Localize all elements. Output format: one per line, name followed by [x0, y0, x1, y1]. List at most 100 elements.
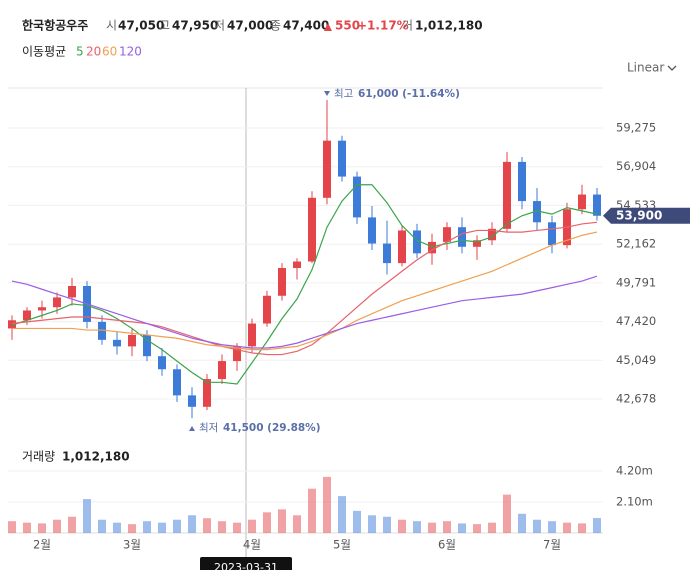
candle-body: [8, 320, 16, 329]
open: 47,050: [118, 19, 164, 33]
volume-bar: [203, 518, 211, 533]
x-tick-label: 6월: [438, 538, 456, 552]
close: 47,400: [283, 19, 329, 33]
volume-bar: [593, 518, 601, 533]
volume-bar: [173, 519, 181, 533]
volume-bar: [518, 513, 526, 533]
candle-body: [23, 310, 31, 321]
candle-body: [473, 240, 481, 247]
volume-bar: [278, 509, 286, 533]
volume-bar: [458, 523, 466, 533]
candle-body: [158, 356, 166, 370]
volume-bar: [158, 522, 166, 533]
volume-bar: [8, 521, 16, 533]
change-pct: +1.17%: [357, 19, 409, 33]
volume-bar: [143, 521, 151, 533]
volume-bar: [23, 522, 31, 533]
high-annotation: 61,000 (-11.64%): [358, 88, 460, 100]
candle-body: [548, 222, 556, 246]
low-label: 저: [214, 19, 225, 33]
candle-body: [68, 285, 76, 298]
candle-body: [413, 230, 421, 254]
legend-entry: 120: [119, 45, 142, 59]
candle-body: [293, 261, 301, 269]
volume-bar: [83, 499, 91, 533]
volume-bar: [563, 522, 571, 533]
volume-bar: [488, 522, 496, 533]
volume-tick-label: 2.10m: [616, 494, 653, 508]
candle-body: [503, 161, 511, 229]
volume-bar: [473, 524, 481, 533]
ma-line: [11, 221, 598, 356]
low-annotation: 41,500 (29.88%): [223, 422, 321, 434]
high-label: 고: [159, 19, 170, 33]
candle-body: [98, 321, 106, 340]
low-annotation-label: 최저: [199, 422, 218, 434]
stock-name: 한국항공우주: [22, 18, 88, 33]
high-annotation-label: 최고: [334, 88, 354, 100]
candle-body: [338, 140, 346, 177]
candle-body: [368, 217, 376, 244]
x-tick-label: 3월: [123, 538, 141, 552]
candle-body: [173, 369, 181, 396]
candle-body: [443, 227, 451, 242]
close-label: 종: [270, 19, 281, 33]
legend-entry: 5: [76, 45, 84, 59]
low-marker: [189, 426, 195, 431]
scale-mode[interactable]: Linear: [627, 61, 664, 75]
volume-bar: [233, 522, 241, 533]
volume-tick-label: 4.20m: [616, 463, 653, 477]
candle-body: [128, 334, 136, 347]
candle-body: [518, 161, 526, 202]
candle-body: [593, 194, 601, 216]
y-tick-label: 47,420: [616, 314, 656, 328]
volume-bar: [503, 494, 511, 533]
x-tick-label: 4월: [243, 538, 261, 552]
volume-bar: [443, 521, 451, 533]
volume-bar: [38, 523, 46, 533]
high-marker: [324, 91, 330, 96]
volume-bar: [248, 519, 256, 533]
volume-bar: [383, 516, 391, 533]
volume-bar: [293, 515, 301, 533]
volume-bar: [353, 510, 361, 533]
legend-entry: 20: [86, 45, 101, 59]
ma-line: [12, 231, 598, 351]
volume-label: 거: [402, 19, 413, 33]
candle-body: [488, 228, 496, 241]
candle-body: [53, 297, 61, 308]
volume-bar: [398, 519, 406, 533]
legend-entry: 60: [102, 45, 117, 59]
volume-bar: [308, 488, 316, 533]
candle-body: [398, 230, 406, 264]
x-tick-label: 2월: [33, 538, 51, 552]
y-tick-label: 59,275: [616, 121, 656, 135]
candle-body: [428, 241, 436, 254]
candle-body: [578, 194, 586, 210]
candle-body: [323, 140, 331, 198]
volume-bar: [218, 521, 226, 533]
candle-body: [308, 197, 316, 262]
candle-body: [533, 201, 541, 223]
volume-bar: [533, 519, 541, 533]
ma-label: 이동평균: [22, 45, 66, 59]
candle-body: [233, 346, 241, 362]
volume-bar: [128, 524, 136, 533]
y-tick-label: 56,904: [616, 159, 656, 173]
volume-bar: [98, 519, 106, 533]
volume-bar: [413, 521, 421, 533]
chevron[interactable]: [667, 65, 677, 71]
candle-body: [38, 307, 46, 311]
y-tick-label: 45,049: [616, 353, 656, 367]
y-tick-label: 52,162: [616, 237, 656, 251]
candle-body: [143, 334, 151, 357]
candle-body: [458, 227, 466, 247]
y-tick-label: 42,678: [616, 392, 656, 406]
volume-title: 거래량: [22, 450, 55, 464]
open-label: 시: [106, 19, 117, 33]
volume-bar: [53, 519, 61, 533]
volume-bar: [323, 476, 331, 533]
y-tick-label: 49,791: [616, 275, 656, 289]
volume-bar: [188, 515, 196, 533]
x-tick-label: 7월: [543, 538, 561, 552]
